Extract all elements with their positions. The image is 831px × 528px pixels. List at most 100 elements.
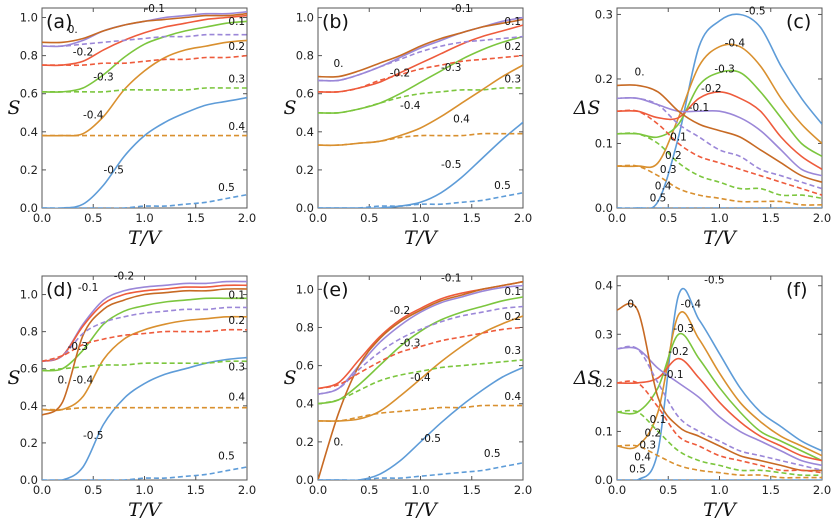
panel-label: (b): [322, 11, 349, 33]
x-tick-label: 0.0: [33, 483, 51, 497]
curve-label: 0.5: [650, 193, 667, 205]
series-line--0.1: [42, 284, 247, 363]
curve-label: 0.4: [504, 391, 521, 403]
y-tick-label: 0.0: [296, 473, 314, 487]
series-line-0.4: [318, 132, 523, 147]
x-axis-title: T/V: [128, 227, 163, 249]
curve-label: -0.3: [673, 323, 694, 335]
series-line--0.2: [617, 91, 822, 170]
panel-label: (e): [322, 279, 349, 301]
curve-label: 0.4: [655, 180, 672, 192]
y-axis-title: ΔS: [573, 97, 601, 119]
x-tick-label: 0.0: [309, 211, 327, 225]
y-tick-label: 0.1: [595, 136, 613, 150]
curve-label: 0.2: [504, 311, 521, 323]
x-tick-label: 1.0: [135, 483, 153, 497]
curve-label: 0.5: [494, 180, 511, 192]
curve-label: -0.5: [745, 5, 766, 17]
series-line--0.5: [617, 13, 822, 208]
series-line-0.5: [42, 193, 247, 208]
x-tick-label: 0.5: [84, 483, 102, 497]
series-line--0.4: [42, 315, 247, 412]
y-tick-label: 0.1: [595, 424, 613, 438]
x-tick-label: 0.5: [84, 211, 102, 225]
panel-3: 0.0 0.5 1.0 1.5 2.0 0.0 0.1 0.2 0.3 -0.5 -0.4 -0.3 -…: [573, 5, 831, 249]
x-tick-label: 1.0: [710, 483, 728, 497]
y-tick-label: 0.6: [20, 87, 38, 101]
y-tick-label: 0.4: [20, 125, 38, 139]
x-tick-label: 0.0: [33, 211, 51, 225]
x-tick-label: 1.5: [187, 211, 205, 225]
series-group: [617, 13, 822, 208]
series-line-0.2: [318, 326, 523, 390]
curve-label: 0.: [333, 437, 343, 449]
curve-label: -0.3: [441, 62, 462, 74]
series-line--0.3: [318, 296, 523, 405]
x-tick-label: 1.0: [135, 211, 153, 225]
x-axis-title: T/V: [128, 499, 163, 521]
series-line--0.5: [42, 356, 247, 480]
y-tick-label: 0.3: [595, 327, 613, 341]
series-line--0.3: [617, 69, 822, 158]
x-tick-label: 1.5: [187, 483, 205, 497]
x-tick-label: 2.0: [514, 483, 532, 497]
series-line-0.: [617, 84, 822, 183]
series-group: [318, 16, 523, 208]
y-tick-label: 0.2: [595, 72, 613, 86]
y-tick-label: 0.0: [20, 473, 38, 487]
series-line-0.5: [318, 462, 523, 480]
y-tick-label: 1.0: [296, 11, 314, 25]
series-line-0.2: [617, 109, 822, 196]
series-line--0.5: [617, 287, 822, 480]
series-line-0.3: [42, 87, 247, 93]
x-axis-title: T/V: [404, 499, 439, 521]
curve-label: 0.4: [634, 452, 651, 464]
y-tick-label: 0.0: [595, 473, 613, 487]
series-line-0.: [42, 12, 247, 44]
y-tick-label: 0.2: [595, 376, 613, 390]
series-group: [42, 11, 247, 208]
x-tick-label: 0.5: [659, 211, 677, 225]
curve-label: 0.3: [228, 362, 245, 374]
curve-label: -0.1: [441, 273, 462, 285]
panel-label: (a): [46, 11, 72, 33]
curve-label: 0.1: [228, 16, 245, 28]
curve-label: 0.2: [504, 41, 521, 53]
y-tick-label: 0.4: [296, 397, 314, 411]
series-line-0.5: [42, 466, 247, 480]
series-line--0.4: [318, 315, 523, 422]
curve-label: 0.: [57, 375, 67, 387]
curve-label: 0.5: [629, 464, 646, 476]
curve-label: 0.3: [639, 439, 656, 451]
curve-label: 0.5: [218, 451, 235, 463]
curve-label: -0.2: [114, 271, 135, 283]
curve-label: -0.2: [668, 346, 689, 358]
curve-label: -0.1: [663, 369, 684, 381]
curve-label: -0.5: [704, 274, 725, 286]
series-line-0.3: [617, 132, 822, 200]
series-line-0.4: [617, 164, 822, 206]
series-line--0.2: [318, 284, 523, 395]
y-tick-label: 1.0: [296, 282, 314, 296]
curve-label: -0.3: [714, 64, 735, 76]
x-tick-label: 0.5: [659, 483, 677, 497]
series-line-0.1: [42, 306, 247, 363]
y-tick-label: 0.2: [296, 163, 314, 177]
y-axis-title: S: [7, 97, 20, 119]
curve-label: 0.5: [484, 448, 501, 460]
y-axis-title: S: [7, 367, 20, 389]
curve-label: -0.3: [68, 341, 89, 353]
y-tick-label: 0.6: [20, 362, 38, 376]
series-line-0.4: [617, 444, 822, 479]
curve-label: 0.1: [670, 131, 687, 143]
x-tick-label: 2.0: [813, 483, 831, 497]
curve-label: -0.1: [78, 282, 99, 294]
x-tick-label: 1.5: [762, 211, 780, 225]
series-line-0.3: [617, 409, 822, 477]
y-tick-label: 0.8: [296, 49, 314, 63]
curve-label: -0.1: [689, 102, 710, 114]
curve-label: 0.4: [228, 121, 245, 133]
curve-label: 0.1: [228, 289, 245, 301]
panel-2: 0.0 0.5 1.0 1.5 2.0 0.0 0.2 0.4 0.6 0.8 1.0 -0.1 0. 0…: [283, 3, 532, 249]
